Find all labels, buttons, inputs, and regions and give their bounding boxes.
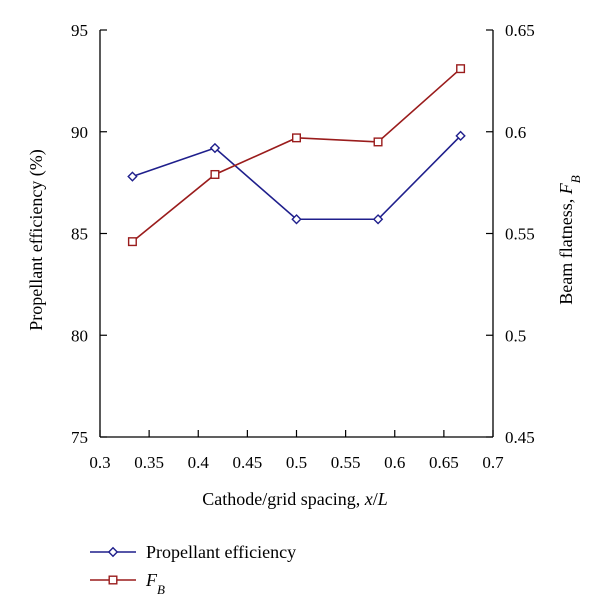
legend-marker <box>107 546 119 558</box>
left-y-tick-label: 95 <box>71 21 88 40</box>
data-point <box>455 130 466 142</box>
right-y-axis-label: Beam flatness, FB <box>556 175 583 304</box>
data-point <box>456 64 466 74</box>
x-tick-label: 0.7 <box>482 453 504 472</box>
x-tick-label: 0.45 <box>233 453 263 472</box>
legend-marker <box>108 575 118 585</box>
legend-item: Propellant efficiency <box>90 542 296 562</box>
data-point <box>373 137 383 147</box>
x-tick-label: 0.55 <box>331 453 361 472</box>
x-axis-label: Cathode/grid spacing, x/L <box>202 489 388 509</box>
left-y-axis-label: Propellant efficiency (%) <box>26 149 47 331</box>
data-point <box>127 237 137 247</box>
data-point <box>127 171 138 182</box>
right-y-tick-label: 0.65 <box>505 21 535 40</box>
legend-label: Propellant efficiency <box>146 542 296 562</box>
left-y-tick-label: 85 <box>71 225 88 244</box>
left-y-tick-label: 90 <box>71 123 88 142</box>
x-tick-label: 0.65 <box>429 453 459 472</box>
left-y-axis-ticks: 75 80 85 90 95 <box>71 21 107 447</box>
right-y-tick-label: 0.6 <box>505 123 526 142</box>
right-y-tick-label: 0.5 <box>505 326 526 345</box>
x-tick-label: 0.3 <box>89 453 110 472</box>
x-tick-label: 0.35 <box>134 453 164 472</box>
data-point <box>209 142 221 154</box>
data-point <box>292 133 302 143</box>
x-tick-label: 0.6 <box>384 453 405 472</box>
right-y-tick-label: 0.45 <box>505 428 535 447</box>
plot-frame <box>99 30 494 438</box>
legend-label: FB <box>145 570 165 597</box>
left-y-tick-label: 75 <box>71 428 88 447</box>
series-beam-flatness <box>127 64 466 247</box>
data-point <box>210 169 220 179</box>
x-axis-ticks: 0.3 0.35 0.4 0.45 0.5 0.55 0.6 0.65 0.7 <box>89 430 504 472</box>
series-propellant-efficiency <box>127 130 466 225</box>
x-tick-label: 0.5 <box>286 453 307 472</box>
right-y-axis-ticks: 0.45 0.5 0.55 0.6 0.65 <box>486 21 535 447</box>
series-layer <box>127 64 466 247</box>
left-y-tick-label: 80 <box>71 326 88 345</box>
legend-item: FB <box>90 570 165 597</box>
x-tick-label: 0.4 <box>188 453 210 472</box>
data-point <box>291 214 302 225</box>
data-point <box>372 214 384 225</box>
legend: Propellant efficiency FB <box>90 542 296 597</box>
right-y-tick-label: 0.55 <box>505 225 535 244</box>
series-line <box>132 135 462 221</box>
